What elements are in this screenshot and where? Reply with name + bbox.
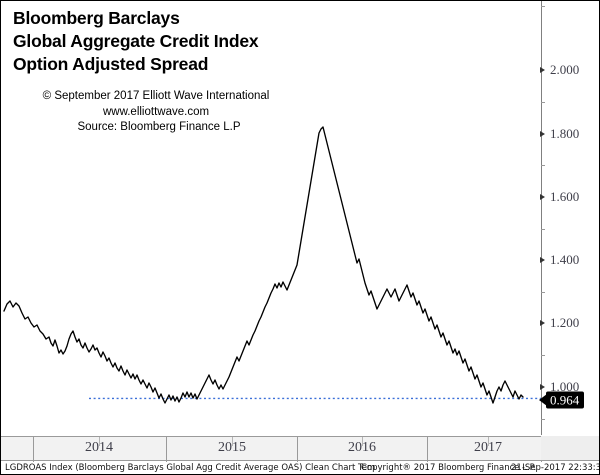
- price-series-line: [3, 126, 524, 404]
- value-axis-spine: [541, 1, 542, 435]
- chart-title-block: Bloomberg Barclays Global Aggregate Cred…: [13, 7, 343, 76]
- x-major-tick: [33, 437, 34, 462]
- y-minor-tick: [541, 292, 545, 293]
- copyright-text: © September 2017 Elliott Wave Internatio…: [42, 90, 270, 102]
- y-axis-label-1600: 1.600: [550, 189, 580, 204]
- y-tick-arrow: [540, 194, 545, 200]
- y-minor-tick: [541, 419, 545, 420]
- y-minor-tick: [541, 165, 545, 166]
- chart-title-line-3: Option Adjusted Spread: [13, 54, 209, 74]
- x-axis-label-2017: 2017: [474, 440, 502, 455]
- y-minor-tick: [541, 102, 545, 103]
- y-tick-arrow: [540, 320, 545, 326]
- price-chart-svg: [3, 126, 541, 404]
- last-price-badge: 0.964: [546, 391, 585, 409]
- x-axis-label-2016: 2016: [348, 440, 376, 455]
- x-minor-tick: [99, 437, 100, 446]
- footer-copyright: Copyright® 2017 Bloomberg Finance L.P.: [361, 463, 537, 473]
- y-axis-label-1800: 1.800: [550, 126, 580, 141]
- x-major-tick: [166, 437, 167, 462]
- y-minor-tick: [541, 355, 545, 356]
- source-text: Source: Bloomberg Finance L.P: [77, 121, 241, 133]
- x-minor-tick: [488, 437, 489, 446]
- y-tick-arrow: [540, 131, 545, 137]
- y-axis-label-1200: 1.200: [550, 315, 580, 330]
- date-axis-right-cap: [541, 436, 599, 461]
- x-axis-label-2014: 2014: [85, 440, 113, 455]
- x-major-tick: [427, 437, 428, 462]
- y-tick-arrow: [540, 257, 545, 263]
- footer-security-description: LGDROAS Index (Bloomberg Barclays Global…: [5, 463, 376, 473]
- last-price-pointer: [539, 394, 547, 406]
- last-price-value: 0.964: [550, 392, 580, 408]
- chart-title-line-1: Bloomberg Barclays: [13, 8, 180, 28]
- x-minor-tick: [232, 437, 233, 446]
- chart-title-line-2: Global Aggregate Credit Index: [13, 31, 259, 51]
- y-axis-label-1400: 1.400: [550, 252, 580, 267]
- chart-footer: LGDROAS Index (Bloomberg Barclays Global…: [1, 462, 600, 474]
- y-minor-tick: [541, 229, 545, 230]
- date-axis: 2014 2015 2016 2017: [1, 436, 599, 462]
- y-tick-arrow: [540, 384, 545, 390]
- website-text: www.elliottwave.com: [102, 105, 210, 118]
- y-axis-label-1000: 1.000: [550, 379, 580, 394]
- chart-credit-block: © September 2017 Elliott Wave Internatio…: [11, 89, 301, 136]
- x-major-tick: [297, 437, 298, 462]
- x-axis-label-2015: 2015: [218, 440, 246, 455]
- x-minor-tick: [362, 437, 363, 446]
- value-axis: 2.000 1.800 1.600 1.400 1.200 1.000: [540, 1, 599, 435]
- y-tick-arrow: [540, 67, 545, 73]
- y-axis-label-2000: 2.000: [550, 62, 580, 77]
- plot-area: [1, 1, 542, 435]
- footer-timestamp: 21-Sep-2017 22:33:39: [511, 463, 600, 473]
- y-minor-tick: [541, 6, 545, 7]
